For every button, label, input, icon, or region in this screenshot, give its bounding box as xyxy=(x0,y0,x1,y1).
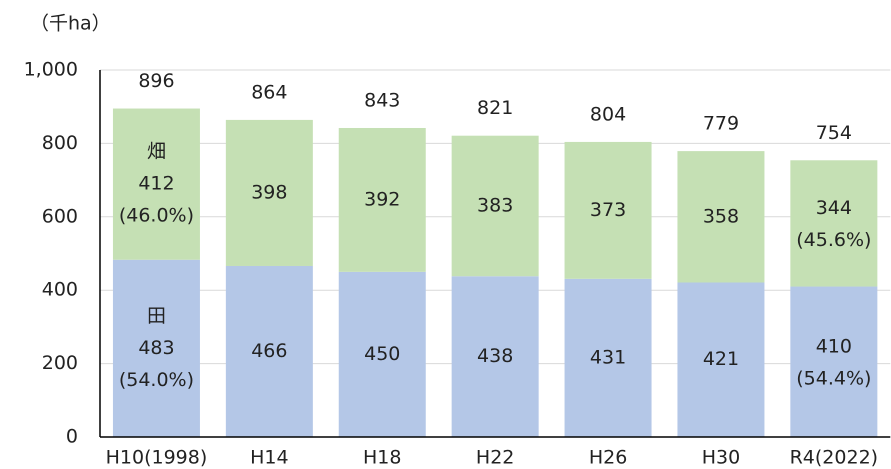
bar-segment xyxy=(112,259,200,437)
y-axis-label: （千ha） xyxy=(30,13,111,35)
y-tick-label: 0 xyxy=(66,426,78,448)
bar-segment xyxy=(112,108,200,260)
data-label: 410 xyxy=(816,335,852,357)
bar-segment xyxy=(677,282,765,437)
total-label: 843 xyxy=(364,89,400,111)
x-tick-label: H18 xyxy=(363,447,401,469)
x-tick-label: H26 xyxy=(589,447,627,469)
x-tick-label: H30 xyxy=(702,447,740,469)
total-label: 896 xyxy=(138,70,174,92)
data-label: 344 xyxy=(816,197,852,219)
data-label: 466 xyxy=(251,340,287,362)
bar-segment xyxy=(225,119,313,266)
total-label: 779 xyxy=(703,113,739,135)
bar-segment xyxy=(564,141,652,279)
data-label: 383 xyxy=(477,194,513,216)
series-name: 畑 xyxy=(147,141,166,163)
data-label: 431 xyxy=(590,346,626,368)
y-tick-label: 1,000 xyxy=(24,59,78,81)
bar-segment xyxy=(677,151,765,283)
bar-segment xyxy=(451,135,539,277)
y-tick-label: 200 xyxy=(42,352,78,374)
data-label: 412 xyxy=(138,173,174,195)
bar-segment xyxy=(338,271,426,437)
total-label: 864 xyxy=(251,81,287,103)
share-label: (46.0%) xyxy=(119,205,194,227)
data-label: 483 xyxy=(138,337,174,359)
share-label: (54.4%) xyxy=(796,367,871,389)
total-label: 821 xyxy=(477,97,513,119)
bar-segment xyxy=(451,276,539,437)
total-label: 804 xyxy=(590,103,626,125)
y-tick-label: 600 xyxy=(42,205,78,227)
bar-segment xyxy=(564,278,652,437)
bar-segment xyxy=(790,160,878,287)
x-tick-label: H22 xyxy=(476,447,514,469)
data-label: 450 xyxy=(364,343,400,365)
data-label: 398 xyxy=(251,181,287,203)
share-label: (54.0%) xyxy=(119,369,194,391)
bar-segment xyxy=(225,265,313,437)
bar-segment xyxy=(790,286,878,437)
data-label: 373 xyxy=(590,199,626,221)
bar-segment xyxy=(338,127,426,272)
y-tick-label: 800 xyxy=(42,132,78,154)
share-label: (45.6%) xyxy=(796,229,871,251)
data-label: 438 xyxy=(477,345,513,367)
series-name: 田 xyxy=(147,305,166,327)
data-label: 358 xyxy=(703,205,739,227)
x-tick-label: R4(2022) xyxy=(790,447,878,469)
data-label: 392 xyxy=(364,188,400,210)
x-tick-label: H14 xyxy=(250,447,288,469)
y-tick-label: 400 xyxy=(42,279,78,301)
total-label: 754 xyxy=(816,122,852,144)
data-label: 421 xyxy=(703,348,739,370)
x-tick-label: H10(1998) xyxy=(106,447,208,469)
